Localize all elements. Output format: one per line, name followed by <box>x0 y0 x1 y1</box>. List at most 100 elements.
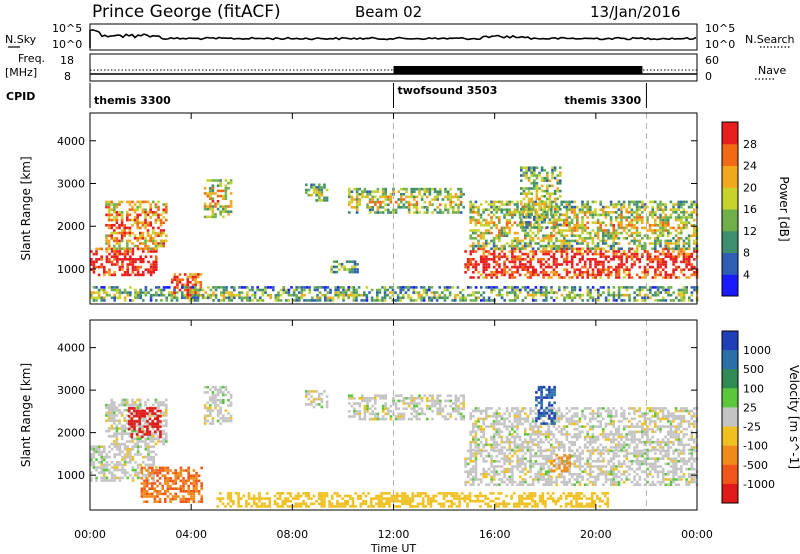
echo-cell <box>203 419 207 423</box>
echo-cell <box>187 484 190 488</box>
echo-cell <box>133 425 136 428</box>
echo-cell <box>134 453 137 456</box>
echo-cell <box>410 412 413 416</box>
echo-cell <box>591 216 595 219</box>
echo-cell <box>521 462 525 466</box>
echo-cell <box>591 483 595 486</box>
echo-cell <box>537 247 540 250</box>
echo-cell <box>108 271 111 274</box>
echo-cell <box>508 208 511 211</box>
echo-cell <box>553 200 557 203</box>
echo-cell <box>339 286 343 289</box>
echo-cell <box>693 231 696 235</box>
echo-cell <box>147 250 150 253</box>
echo-cell <box>133 401 137 404</box>
echo-cell <box>578 462 582 466</box>
echo-cell <box>368 397 372 400</box>
echo-cell <box>551 174 554 177</box>
echo-cell <box>565 258 569 261</box>
echo-cell <box>229 181 233 185</box>
echo-cell <box>539 229 543 232</box>
echo-cell <box>586 465 590 468</box>
echo-cell <box>530 182 533 185</box>
echo-cell <box>688 299 691 302</box>
echo-cell <box>521 478 525 481</box>
echo-cell <box>513 286 517 289</box>
echo-cell <box>251 286 254 289</box>
echo-cell <box>581 475 584 479</box>
echo-cell <box>191 273 195 276</box>
echo-cell <box>487 213 491 217</box>
echo-cell <box>433 291 436 294</box>
echo-cell <box>674 258 678 261</box>
echo-cell <box>521 265 525 269</box>
echo-cell <box>492 271 496 274</box>
echo-cell <box>685 258 688 261</box>
echo-cell <box>352 296 356 300</box>
echo-cell <box>591 242 595 245</box>
echo-cell <box>559 218 562 221</box>
echo-cell <box>203 414 207 418</box>
echo-cell <box>498 208 501 211</box>
echo-cell <box>589 467 592 471</box>
echo-cell <box>583 265 587 269</box>
echo-cell <box>342 296 345 300</box>
echo-cell <box>303 286 306 289</box>
echo-cell <box>472 218 475 222</box>
echo-cell <box>538 218 541 221</box>
echo-cell <box>581 200 584 204</box>
echo-cell <box>433 187 437 191</box>
echo-cell <box>498 293 501 297</box>
echo-cell <box>246 286 249 289</box>
echo-cell <box>485 218 488 222</box>
echo-cell <box>192 482 196 485</box>
echo-cell <box>407 211 411 214</box>
echo-cell <box>538 187 541 190</box>
echo-cell <box>332 260 336 263</box>
echo-cell <box>607 244 610 248</box>
echo-cell <box>555 263 558 266</box>
echo-cell <box>503 473 506 476</box>
echo-cell <box>602 271 605 274</box>
echo-cell <box>298 296 301 300</box>
echo-cell <box>113 416 116 420</box>
echo-cell <box>92 265 96 269</box>
echo-cell <box>472 205 475 209</box>
echo-cell <box>571 286 574 289</box>
echo-cell <box>522 197 526 201</box>
echo-cell <box>222 197 225 200</box>
echo-cell <box>669 208 673 211</box>
echo-cell <box>534 475 538 479</box>
echo-cell <box>628 299 631 302</box>
echo-cell <box>545 291 548 294</box>
echo-cell <box>95 448 98 451</box>
echo-cell <box>615 231 618 235</box>
echo-cell <box>643 250 647 253</box>
echo-cell <box>599 268 603 271</box>
echo-cell <box>107 429 111 433</box>
echo-cell <box>139 260 142 264</box>
echo-cell <box>182 484 185 488</box>
echo-cell <box>92 299 96 302</box>
echo-cell <box>100 466 103 469</box>
echo-cell <box>533 187 536 190</box>
echo-cell <box>157 244 160 248</box>
echo-cell <box>123 250 127 253</box>
echo-cell <box>235 293 239 297</box>
echo-cell <box>578 460 582 463</box>
echo-cell <box>682 226 686 230</box>
echo-cell <box>546 189 549 193</box>
echo-cell <box>381 397 385 400</box>
echo-cell <box>693 250 696 253</box>
echo-cell <box>126 476 129 480</box>
echo-cell <box>310 186 313 189</box>
echo-cell <box>550 239 553 243</box>
echo-cell <box>662 286 665 289</box>
echo-cell <box>474 454 478 458</box>
echo-cell <box>224 192 228 195</box>
echo-cell <box>355 198 359 201</box>
echo-cell <box>628 200 631 204</box>
echo-cell <box>175 291 179 294</box>
echo-cell <box>441 407 445 410</box>
echo-cell <box>115 203 119 206</box>
